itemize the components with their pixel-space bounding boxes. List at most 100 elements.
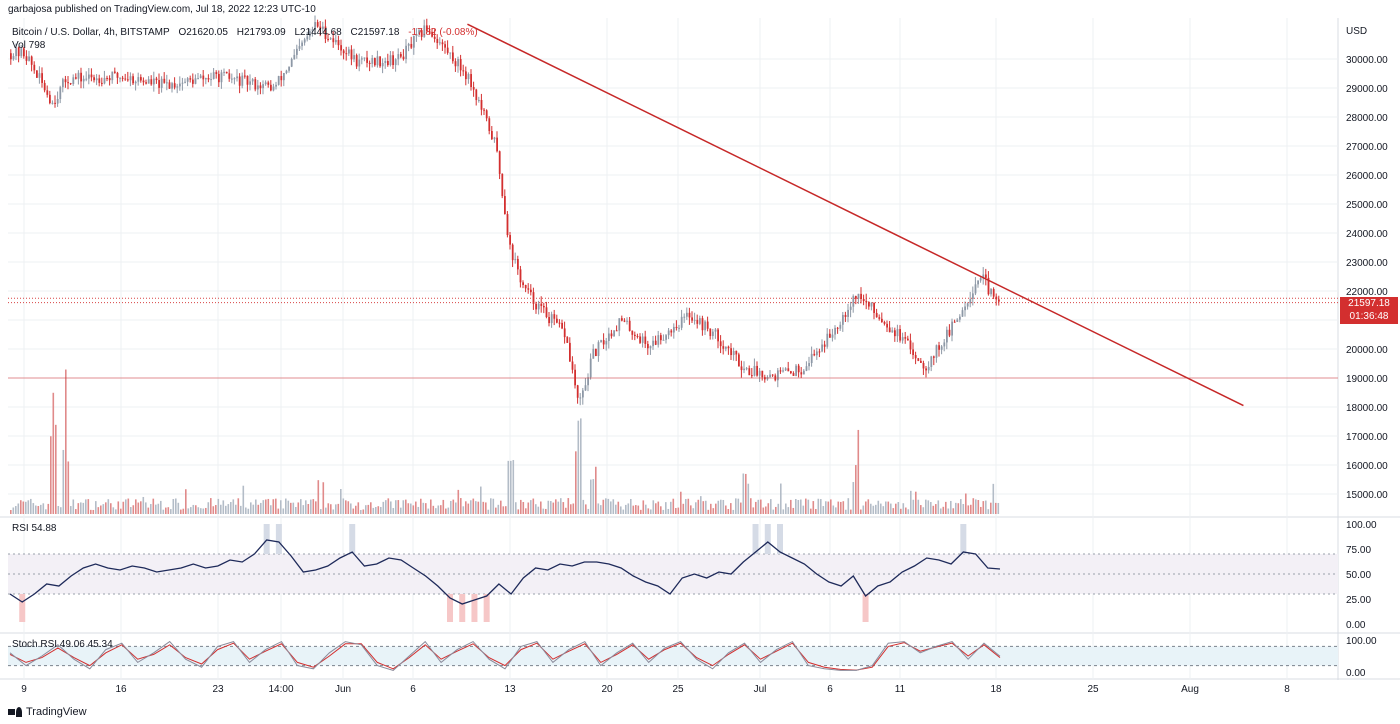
candle-body bbox=[389, 55, 392, 66]
volume-bar bbox=[535, 504, 537, 514]
candle-body bbox=[860, 293, 862, 299]
volume-bar bbox=[327, 503, 330, 514]
candle-body bbox=[634, 334, 636, 336]
rsi-oversold-shade bbox=[471, 594, 478, 622]
volume-bar bbox=[867, 499, 870, 514]
candle-body bbox=[88, 74, 90, 79]
volume-bar bbox=[60, 507, 62, 514]
candle-body bbox=[285, 70, 288, 73]
candle-body bbox=[108, 78, 111, 81]
candle-body bbox=[953, 321, 956, 323]
candle-body bbox=[561, 322, 563, 329]
candle-body bbox=[259, 85, 262, 89]
candle-body bbox=[670, 330, 673, 333]
volume-bar bbox=[427, 508, 430, 514]
volume-bar bbox=[850, 509, 852, 514]
volume-bar bbox=[887, 501, 890, 514]
volume-bar bbox=[320, 509, 322, 514]
volume-bar bbox=[932, 505, 935, 514]
x-tick-label: 23 bbox=[212, 684, 224, 695]
volume-bar bbox=[82, 502, 85, 514]
volume-bar bbox=[300, 499, 302, 514]
volume-bar bbox=[800, 499, 802, 514]
candle-body bbox=[179, 83, 181, 87]
volume-bar bbox=[215, 505, 217, 514]
candle-body bbox=[225, 71, 228, 74]
candle-body bbox=[758, 370, 761, 376]
volume-bar bbox=[817, 498, 820, 514]
volume-bar bbox=[107, 499, 110, 514]
rsi-overbought-shade bbox=[275, 524, 282, 554]
volume-bar bbox=[295, 506, 297, 514]
volume-bar bbox=[730, 503, 732, 514]
volume-bar bbox=[690, 505, 692, 514]
candle-body bbox=[803, 370, 805, 375]
candle-body bbox=[808, 363, 810, 367]
candle-body bbox=[732, 350, 735, 356]
candle-body bbox=[228, 73, 231, 79]
stoch-d-line bbox=[9, 642, 1001, 671]
candle-body bbox=[75, 77, 77, 79]
volume-bar bbox=[105, 502, 107, 514]
volume-bar bbox=[747, 483, 750, 514]
candle-body bbox=[852, 296, 855, 307]
volume-bar bbox=[895, 503, 897, 514]
x-tick-label: Jul bbox=[754, 684, 767, 695]
rsi-oversold-shade bbox=[483, 594, 490, 622]
candle-body bbox=[862, 298, 865, 302]
stoch-band bbox=[8, 646, 1338, 666]
candle-body bbox=[251, 79, 254, 82]
candle-body bbox=[407, 43, 410, 46]
candle-body bbox=[366, 57, 368, 63]
volume-bar bbox=[422, 502, 425, 514]
candle-body bbox=[270, 84, 272, 91]
candle-body bbox=[548, 317, 550, 324]
candle-body bbox=[439, 42, 441, 44]
volume-bar bbox=[637, 505, 640, 514]
candle-body bbox=[488, 118, 491, 132]
candle-body bbox=[743, 368, 745, 371]
candle-body bbox=[576, 385, 579, 398]
y-tick-label: 29000.00 bbox=[1346, 84, 1388, 95]
candle-body bbox=[353, 55, 355, 60]
volume-bar bbox=[720, 499, 722, 514]
candle-body bbox=[114, 71, 116, 73]
candle-body bbox=[145, 82, 147, 84]
candle-body bbox=[311, 29, 314, 32]
candle-body bbox=[124, 78, 127, 80]
volume-bar bbox=[180, 509, 182, 514]
candle-body bbox=[779, 370, 782, 372]
candle-body bbox=[186, 78, 189, 82]
candle-body bbox=[150, 79, 153, 85]
volume-bar bbox=[862, 505, 865, 514]
y-tick-label: 15000.00 bbox=[1346, 490, 1388, 501]
volume-bar bbox=[272, 499, 275, 514]
candle-body bbox=[69, 83, 72, 85]
candle-body bbox=[688, 312, 691, 318]
candle-body bbox=[725, 346, 727, 349]
volume-bar bbox=[797, 499, 800, 514]
volume-bar bbox=[52, 392, 55, 514]
volume-bar bbox=[565, 507, 567, 514]
last-price-label: 21597.18 bbox=[1340, 297, 1398, 311]
rsi-tick-label: 0.00 bbox=[1346, 620, 1366, 631]
candle-body bbox=[636, 335, 639, 337]
volume-bar bbox=[207, 502, 210, 514]
volume-bar bbox=[210, 498, 212, 514]
volume-bar bbox=[280, 500, 282, 514]
volume-bar bbox=[452, 499, 455, 514]
tradingview-logo[interactable]: TradingView bbox=[8, 706, 87, 718]
candle-body bbox=[917, 358, 920, 361]
candle-body bbox=[49, 94, 51, 104]
candle-body bbox=[293, 54, 296, 60]
candle-body bbox=[977, 280, 979, 285]
volume-bar bbox=[827, 501, 830, 514]
candle-body bbox=[691, 317, 693, 321]
volume-bar bbox=[465, 501, 467, 514]
volume-bar bbox=[42, 503, 45, 514]
volume-bar bbox=[490, 498, 492, 514]
candle-body bbox=[478, 99, 480, 101]
candle-body bbox=[504, 196, 506, 215]
volume-bar bbox=[890, 503, 892, 514]
